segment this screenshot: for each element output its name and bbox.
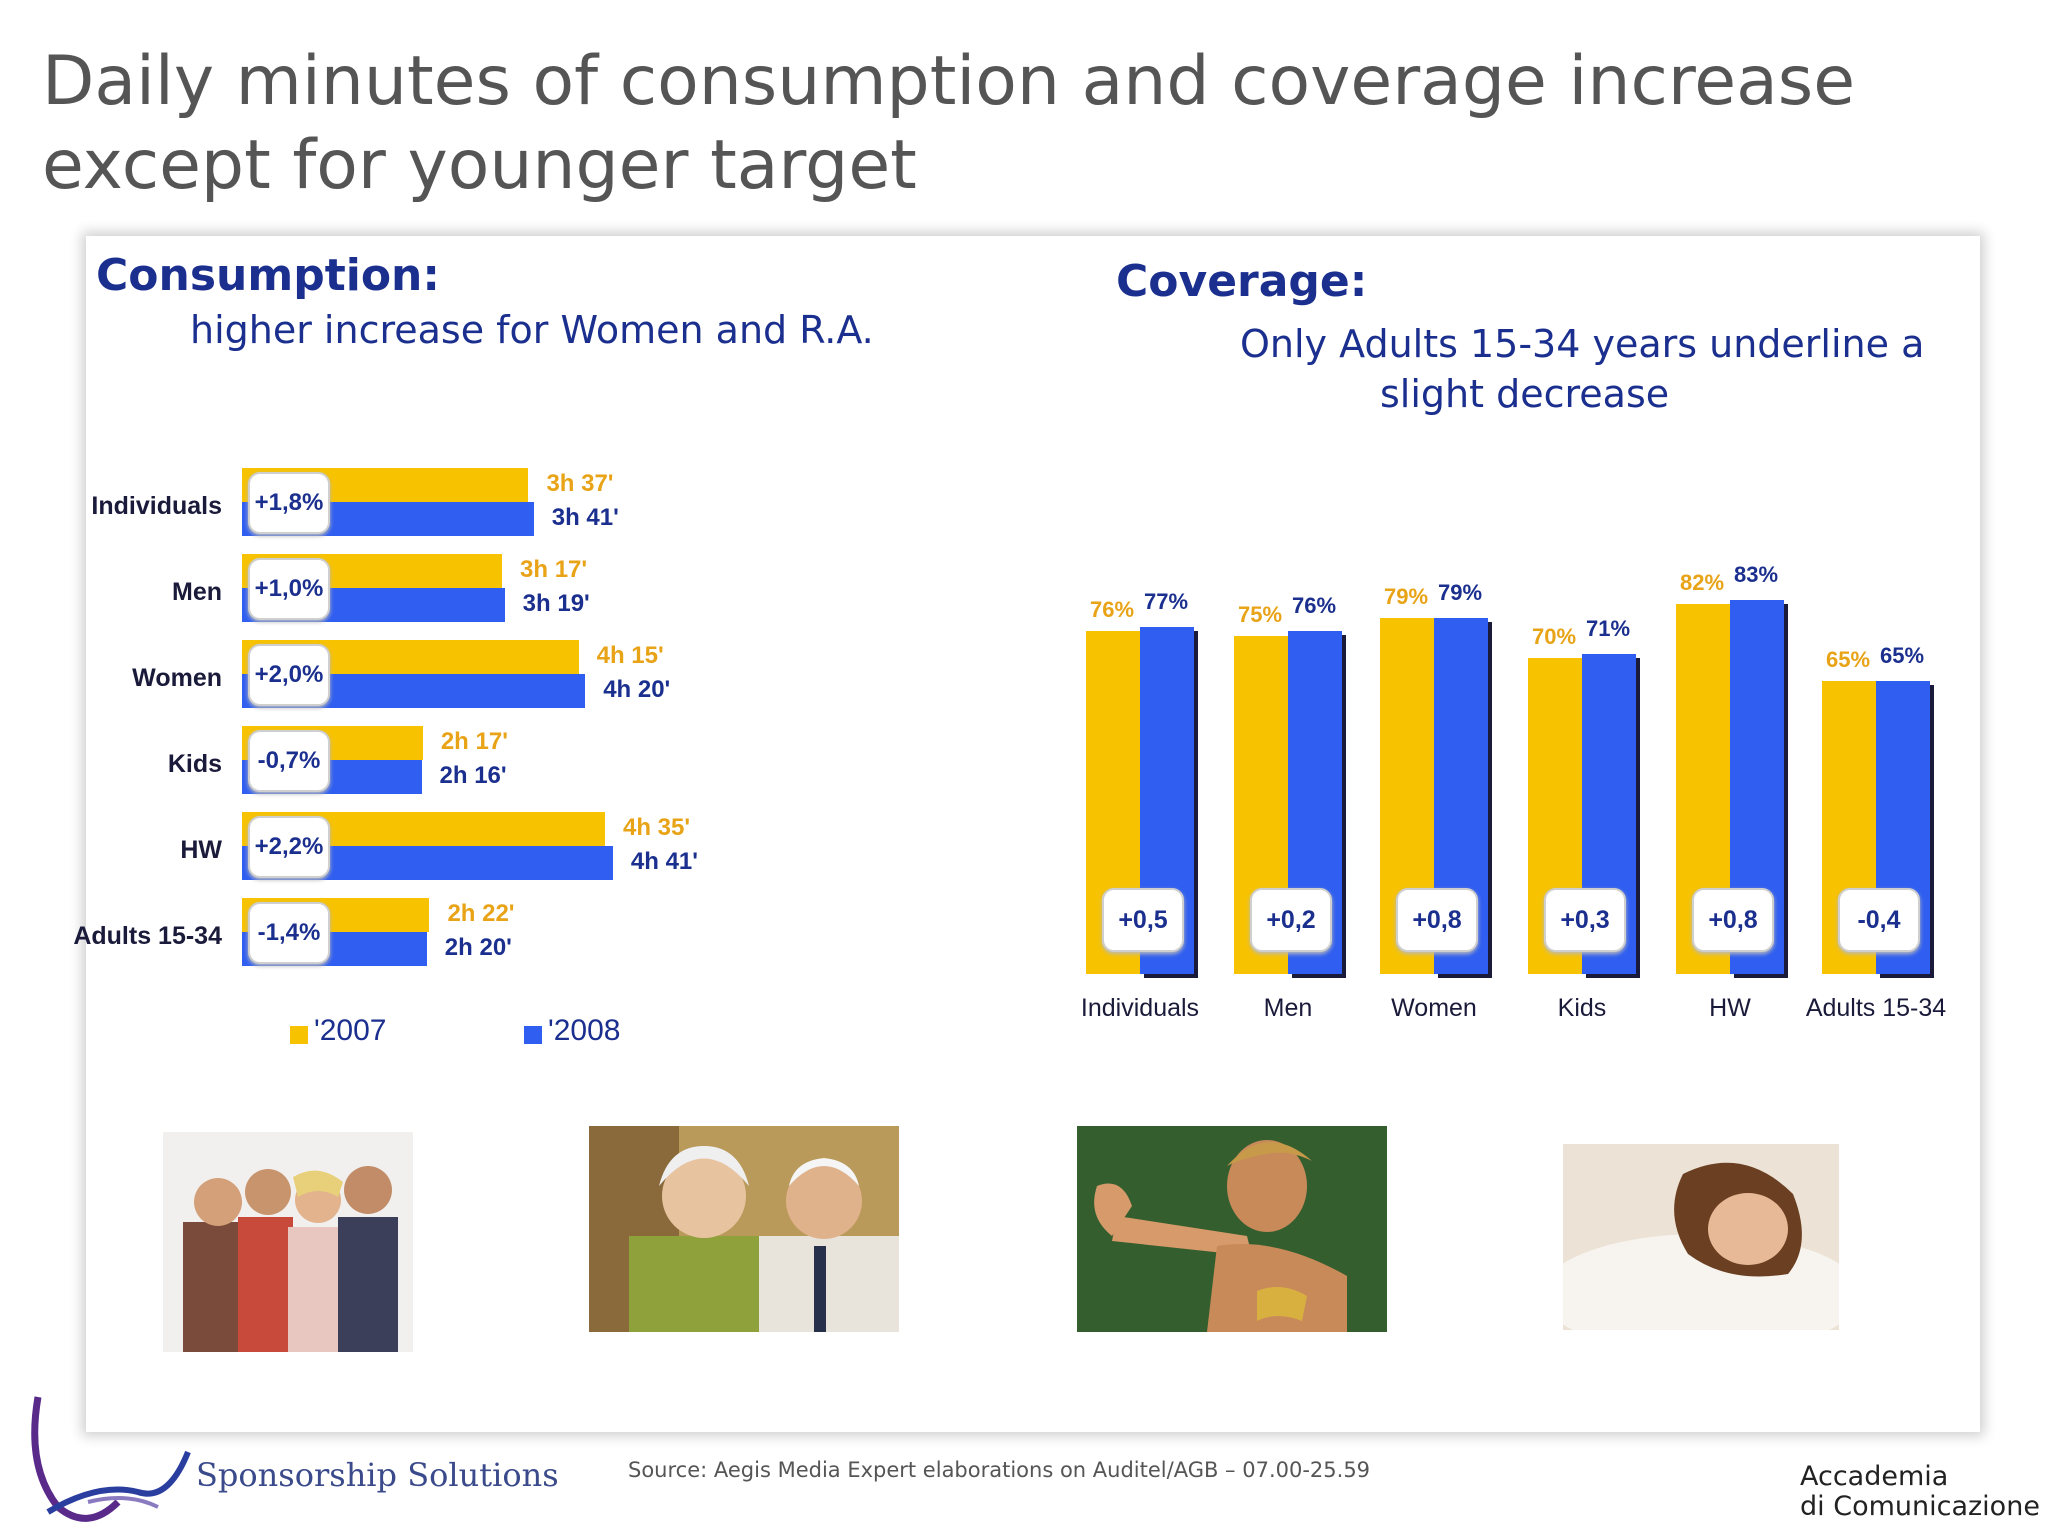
value-label-2007: 3h 37' <box>546 470 614 497</box>
category-label: Women <box>132 664 222 692</box>
consumption-heading: Consumption: <box>96 250 440 301</box>
partner-line1: Accademia <box>1800 1461 1949 1492</box>
coverage-subheading-line1: Only Adults 15-34 years underline a <box>1240 322 1925 366</box>
legend-swatch-2007 <box>290 1026 308 1044</box>
coverage-category-label: Individuals <box>1080 994 1200 1022</box>
page-title: Daily minutes of consumption and coverag… <box>42 42 1856 205</box>
coverage-category-label: HW <box>1709 994 1751 1022</box>
coverage-value-2008: 65% <box>1880 642 1925 668</box>
value-label-2007: 4h 15' <box>596 642 664 669</box>
photo-senior-couple <box>589 1126 899 1332</box>
value-label-2007: 3h 17' <box>520 556 588 583</box>
coverage-category-label: Women <box>1391 994 1477 1022</box>
change-badge: +2,2% <box>248 816 330 878</box>
coverage-heading: Coverage: <box>1116 256 1368 307</box>
coverage-change-badge: +0,3 <box>1544 888 1626 952</box>
coverage-value-2008: 77% <box>1144 588 1189 614</box>
coverage-value-2008: 83% <box>1734 561 1779 587</box>
value-label-2007: 4h 35' <box>623 814 691 841</box>
category-label: Adults 15-34 <box>73 922 222 950</box>
coverage-value-2007: 79% <box>1384 583 1429 609</box>
photo-young-people <box>163 1132 413 1352</box>
coverage-change-badge: +0,8 <box>1692 888 1774 952</box>
photo-girl-in-bed <box>1563 1144 1839 1330</box>
coverage-value-2008: 79% <box>1438 579 1483 605</box>
coverage-value-2007: 75% <box>1238 601 1283 627</box>
coverage-change-badge: +0,2 <box>1250 888 1332 952</box>
legend-label-2007: '2007 <box>314 1014 387 1047</box>
coverage-value-2007: 65% <box>1826 646 1871 672</box>
value-label-2008: 2h 16' <box>439 762 507 789</box>
coverage-change-badge: +0,8 <box>1396 888 1478 952</box>
coverage-value-2007: 76% <box>1090 597 1135 623</box>
value-label-2008: 4h 20' <box>603 676 671 703</box>
value-label-2007: 2h 17' <box>440 728 508 755</box>
value-label-2008: 3h 41' <box>551 504 619 531</box>
coverage-value-2007: 82% <box>1680 570 1725 596</box>
consumption-subheading: higher increase for Women and R.A. <box>190 308 874 352</box>
coverage-category-label: Kids <box>1557 994 1607 1022</box>
coverage-value-2008: 76% <box>1292 593 1337 619</box>
photo-woman-stretching <box>1077 1126 1387 1332</box>
category-label: Men <box>172 578 222 606</box>
legend-swatch-2008 <box>524 1026 542 1044</box>
value-label-2008: 2h 20' <box>444 934 512 961</box>
coverage-change-badge: +0,5 <box>1102 888 1184 952</box>
partner-line2: di Comunicazione <box>1800 1491 2040 1522</box>
partner-logo: Accademia di Comunicazione <box>1800 1462 2040 1522</box>
value-label-2008: 4h 41' <box>630 848 698 875</box>
change-badge: +1,0% <box>248 558 330 620</box>
source-note: Source: Aegis Media Expert elaborations … <box>628 1458 1371 1482</box>
coverage-subheading-line2: slight decrease <box>1380 372 1670 416</box>
coverage-value-2007: 70% <box>1532 624 1577 650</box>
category-label: HW <box>180 836 222 864</box>
brand-name: Sponsorship Solutions <box>196 1456 559 1494</box>
value-label-2007: 2h 22' <box>447 900 515 927</box>
sponsorship-solutions-logo-icon <box>31 1396 191 1522</box>
coverage-change-badge: -0,4 <box>1838 888 1920 952</box>
coverage-category-label: Adults 15-34 <box>1805 994 1947 1022</box>
coverage-value-2008: 71% <box>1586 615 1631 641</box>
change-badge: -1,4% <box>248 902 330 964</box>
change-badge: -0,7% <box>248 730 330 792</box>
legend-label-2008: '2008 <box>548 1014 621 1047</box>
content-panel: Consumption: higher increase for Women a… <box>73 236 1980 1432</box>
value-label-2008: 3h 19' <box>522 590 590 617</box>
category-label: Kids <box>167 750 222 778</box>
change-badge: +1,8% <box>248 472 330 534</box>
change-badge: +2,0% <box>248 644 330 706</box>
category-label: Individuals <box>91 492 222 520</box>
coverage-category-label: Men <box>1263 994 1313 1022</box>
